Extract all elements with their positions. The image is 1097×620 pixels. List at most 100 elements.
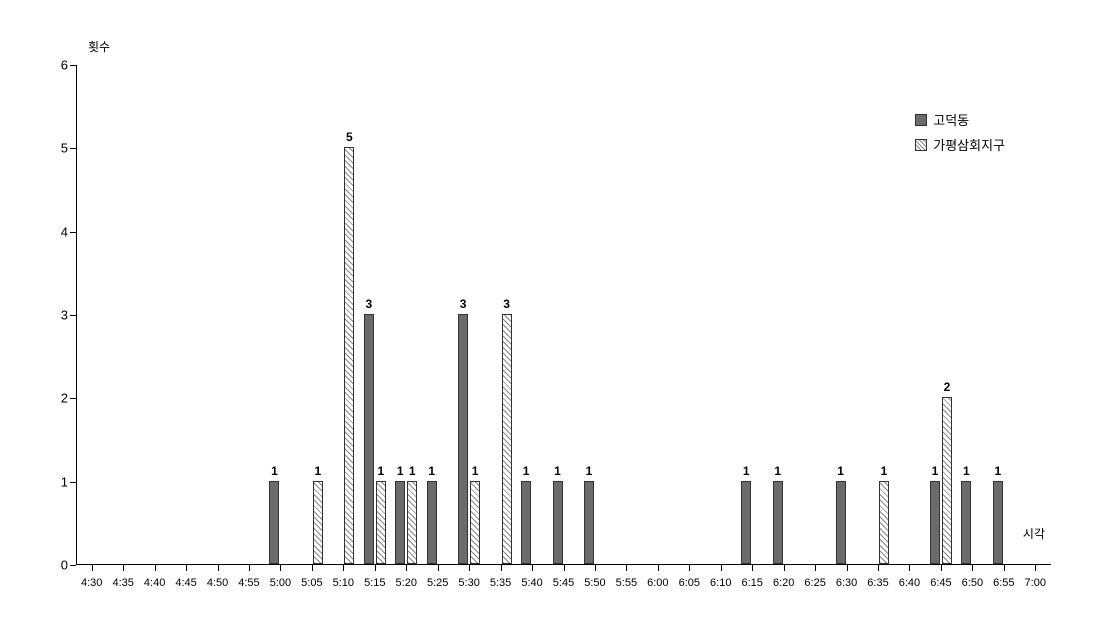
bar <box>942 397 952 564</box>
x-tick <box>972 565 973 571</box>
legend-swatch-solid <box>915 114 927 126</box>
legend-label-1: 가평삼회지구 <box>933 135 1005 154</box>
x-tick <box>532 565 533 571</box>
x-tick-label: 6:05 <box>679 577 700 589</box>
x-tick-label: 6:55 <box>993 577 1014 589</box>
x-tick <box>595 565 596 571</box>
x-tick-label: 5:30 <box>458 577 479 589</box>
bar <box>993 481 1003 564</box>
x-tick-label: 6:45 <box>930 577 951 589</box>
x-tick <box>92 565 93 571</box>
x-tick <box>941 565 942 571</box>
x-tick <box>689 565 690 571</box>
bar-value-label: 1 <box>397 464 404 478</box>
y-tick-label: 1 <box>48 474 68 489</box>
bar-value-label: 1 <box>963 464 970 478</box>
x-tick <box>847 565 848 571</box>
bar <box>458 314 468 564</box>
x-tick <box>909 565 910 571</box>
bar-value-label: 1 <box>932 464 939 478</box>
x-tick-label: 5:15 <box>364 577 385 589</box>
y-tick-label: 0 <box>48 558 68 573</box>
bar <box>427 481 437 564</box>
x-tick-label: 6:40 <box>899 577 920 589</box>
y-tick-label: 2 <box>48 391 68 406</box>
x-tick <box>438 565 439 571</box>
x-tick-label: 6:00 <box>647 577 668 589</box>
bar <box>395 481 405 564</box>
x-tick <box>406 565 407 571</box>
legend-item-0: 고덕동 <box>915 110 1005 129</box>
x-tick <box>280 565 281 571</box>
bar-value-label: 1 <box>409 464 416 478</box>
x-tick-label: 6:30 <box>836 577 857 589</box>
x-tick <box>564 565 565 571</box>
x-tick-label: 6:20 <box>773 577 794 589</box>
x-tick <box>626 565 627 571</box>
y-tick-label: 4 <box>48 224 68 239</box>
y-tick-label: 6 <box>48 58 68 73</box>
bar-value-label: 1 <box>315 464 322 478</box>
bar-value-label: 1 <box>271 464 278 478</box>
bar-value-label: 3 <box>503 297 510 311</box>
legend-item-1: 가평삼회지구 <box>915 135 1005 154</box>
bar-value-label: 1 <box>377 464 384 478</box>
x-tick <box>784 565 785 571</box>
x-tick-label: 5:45 <box>553 577 574 589</box>
x-tick-label: 4:40 <box>144 577 165 589</box>
bar-value-label: 2 <box>944 380 951 394</box>
bars-group: 1153111131311111111211 <box>76 65 1051 565</box>
x-tick <box>123 565 124 571</box>
x-tick <box>375 565 376 571</box>
x-tick-label: 5:55 <box>616 577 637 589</box>
legend: 고덕동 가평삼회지구 <box>915 110 1005 160</box>
legend-label-0: 고덕동 <box>933 110 969 129</box>
x-tick-label: 6:35 <box>867 577 888 589</box>
bar-value-label: 1 <box>472 464 479 478</box>
bar <box>269 481 279 564</box>
x-tick <box>155 565 156 571</box>
x-tick <box>1035 565 1036 571</box>
x-tick-label: 6:10 <box>710 577 731 589</box>
bar <box>521 481 531 564</box>
legend-swatch-hatch <box>915 139 927 151</box>
bar-value-label: 1 <box>428 464 435 478</box>
x-tick <box>721 565 722 571</box>
bar-value-label: 1 <box>523 464 530 478</box>
bar-value-label: 3 <box>460 297 467 311</box>
bar-value-label: 1 <box>554 464 561 478</box>
x-tick-label: 5:40 <box>521 577 542 589</box>
x-tick <box>501 565 502 571</box>
bar-value-label: 1 <box>774 464 781 478</box>
y-tick-label: 3 <box>48 308 68 323</box>
x-tick <box>469 565 470 571</box>
bar-value-label: 1 <box>837 464 844 478</box>
x-tick <box>878 565 879 571</box>
x-tick-label: 5:00 <box>270 577 291 589</box>
bar-value-label: 3 <box>365 297 372 311</box>
bar <box>407 481 417 564</box>
bar <box>836 481 846 564</box>
x-tick-label: 4:45 <box>175 577 196 589</box>
bar-value-label: 1 <box>743 464 750 478</box>
x-tick-label: 5:10 <box>333 577 354 589</box>
bar <box>344 147 354 564</box>
x-tick-label: 4:35 <box>112 577 133 589</box>
bar <box>553 481 563 564</box>
bar-value-label: 1 <box>586 464 593 478</box>
x-tick <box>312 565 313 571</box>
x-tick-label: 5:20 <box>396 577 417 589</box>
bar <box>376 481 386 564</box>
bar <box>961 481 971 564</box>
x-tick-label: 5:35 <box>490 577 511 589</box>
plot-area: 0123456 4:304:354:404:454:504:555:005:05… <box>76 65 1051 565</box>
bar <box>773 481 783 564</box>
x-tick-label: 5:25 <box>427 577 448 589</box>
bar <box>930 481 940 564</box>
x-tick-label: 5:50 <box>584 577 605 589</box>
x-tick <box>1004 565 1005 571</box>
y-axis-title: 횟수 <box>88 38 110 55</box>
x-tick <box>343 565 344 571</box>
x-tick <box>752 565 753 571</box>
x-tick-label: 5:05 <box>301 577 322 589</box>
